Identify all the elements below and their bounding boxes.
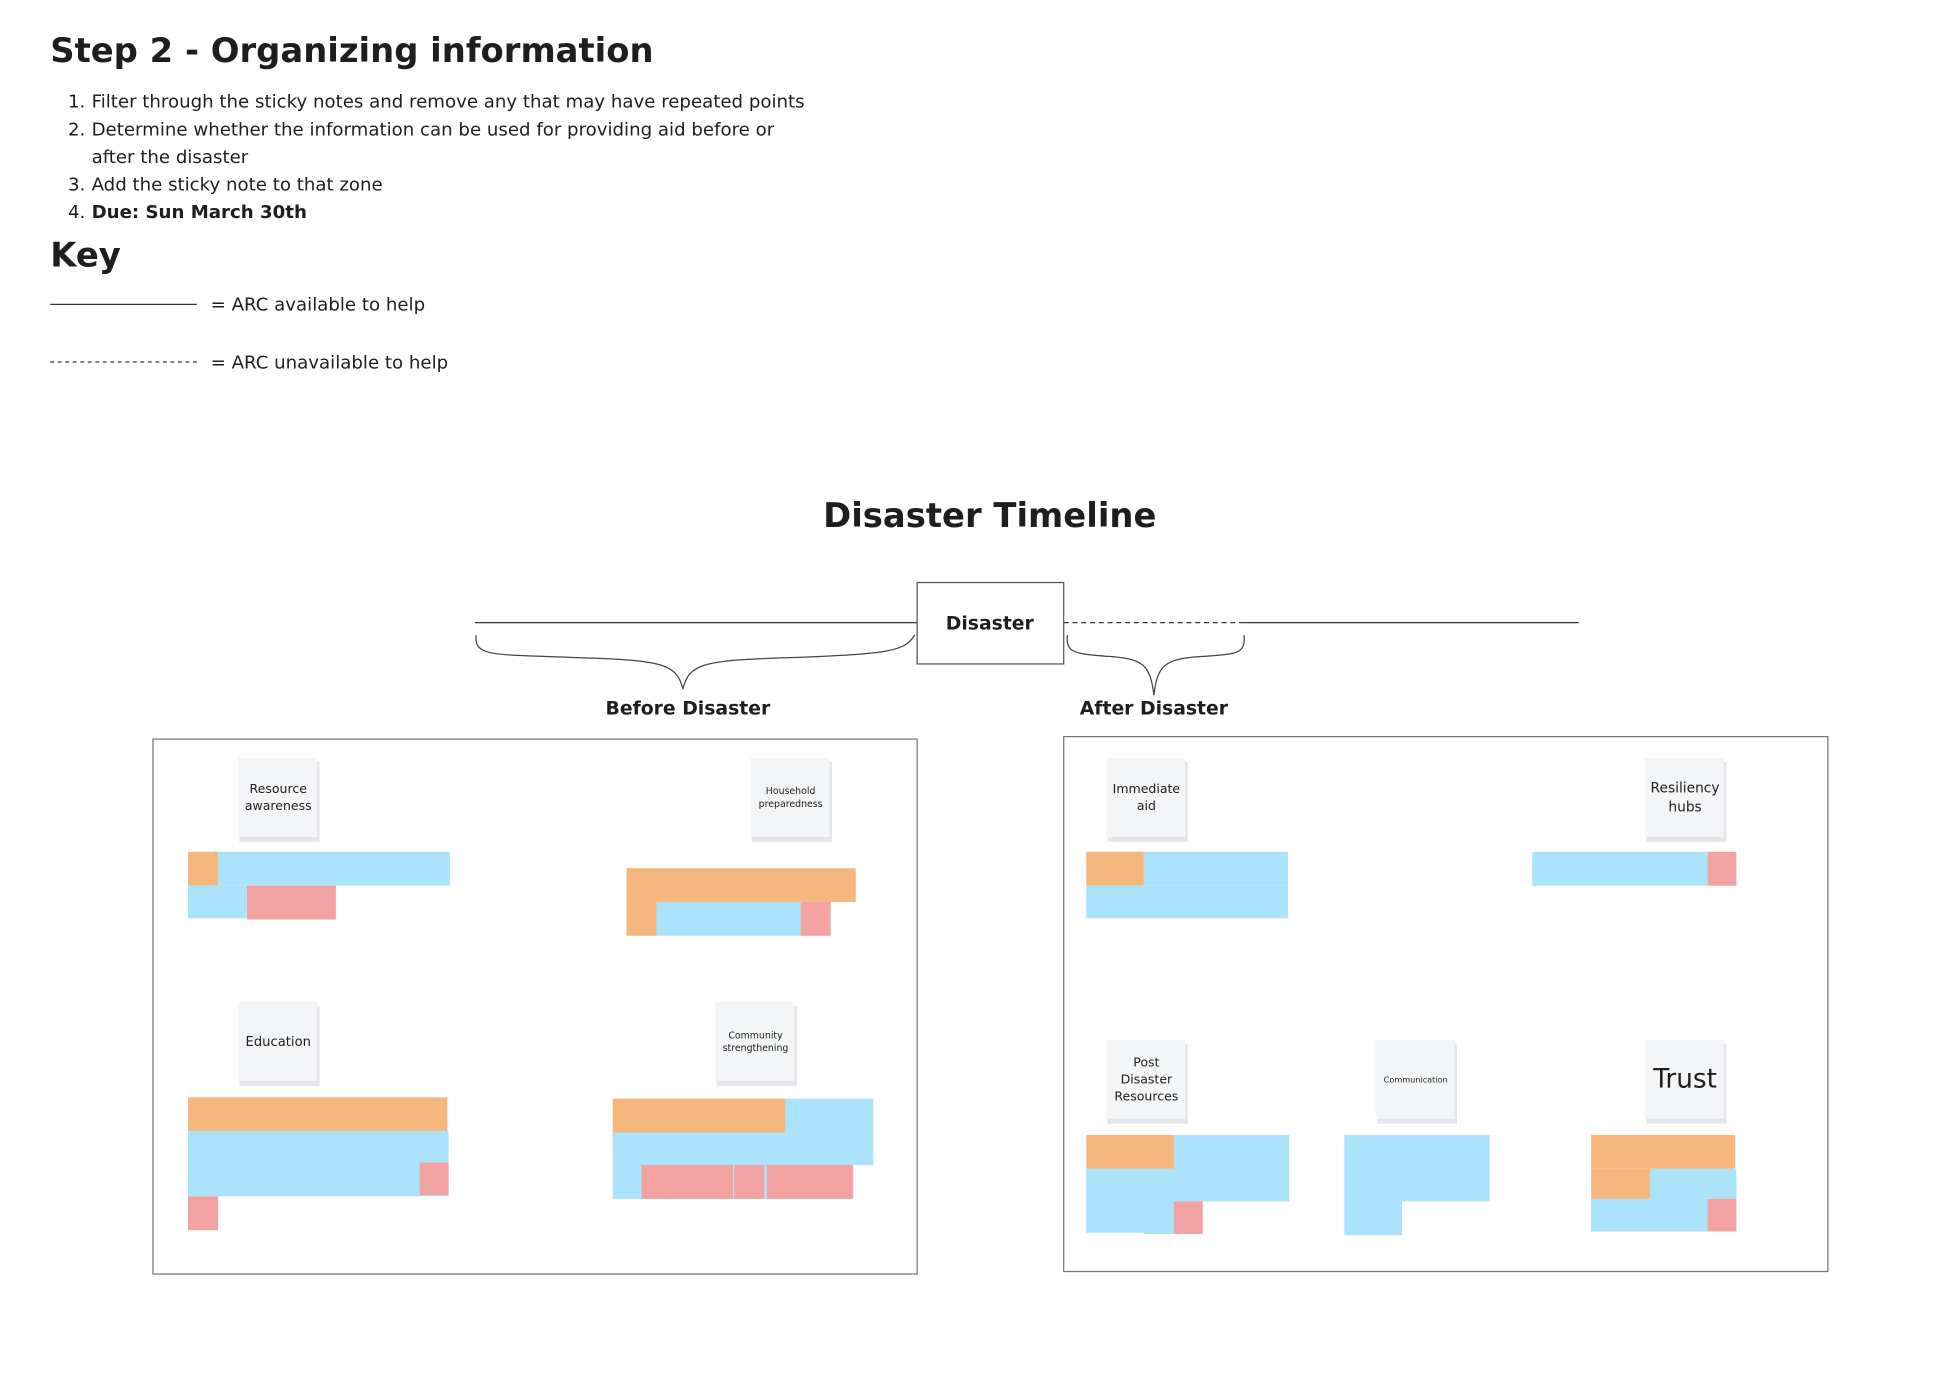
sticky [1649, 1168, 1737, 1199]
step-number: 4. [68, 202, 85, 223]
sticky-note [238, 757, 318, 837]
sticky [1344, 1134, 1490, 1202]
sticky [188, 1196, 219, 1231]
sticky-note [1375, 1039, 1455, 1119]
brace [475, 634, 916, 690]
sticky [612, 1098, 786, 1133]
sticky-note [715, 1002, 795, 1082]
sticky [1143, 851, 1288, 886]
zone-frame [152, 738, 918, 1275]
sticky [1086, 1134, 1174, 1169]
sticky [1707, 851, 1737, 886]
sticky [626, 868, 856, 902]
zone-label: Before Disaster [606, 699, 771, 720]
sticky [1591, 1198, 1708, 1232]
note-label: aid [1137, 798, 1156, 813]
sticky [1143, 1201, 1174, 1234]
step-number: 2. [68, 119, 85, 140]
step-text: after the disaster [92, 147, 249, 168]
note-label: Resiliency [1651, 781, 1720, 797]
steps: 1. Filter through the sticky notes and re… [68, 92, 805, 223]
step-text: Filter through the sticky notes and remo… [92, 92, 805, 113]
note-label: hubs [1668, 799, 1701, 815]
note-label: Household [766, 786, 816, 797]
note-label: Resources [1114, 1088, 1178, 1103]
sticky [188, 851, 219, 886]
note-label: Disaster [1121, 1071, 1173, 1086]
sticky-note [1644, 757, 1724, 837]
timeline-title: Disaster Timeline [823, 496, 1156, 535]
sticky [1344, 1201, 1402, 1236]
brace [1066, 635, 1245, 696]
sticky [766, 1165, 854, 1199]
sticky-note [1106, 1039, 1186, 1119]
key-item: = ARC unavailable to help [211, 352, 449, 373]
sticky [188, 885, 247, 919]
sticky-note [238, 1002, 318, 1082]
note-label: Education [246, 1035, 311, 1050]
note-label: awareness [245, 798, 312, 813]
sticky [188, 1131, 449, 1197]
sticky [656, 901, 801, 936]
event-box [916, 581, 1065, 665]
note-label: preparedness [759, 799, 823, 810]
sticky [1707, 1198, 1737, 1232]
sticky-note [750, 757, 830, 837]
step-text: Due: Sun March 30th [92, 202, 307, 223]
sticky [626, 901, 657, 936]
sticky [188, 1097, 448, 1132]
zone-frame [1063, 735, 1829, 1273]
sticky [246, 885, 336, 920]
step-text: Add the sticky note to that zone [92, 174, 383, 195]
step-number: 1. [68, 92, 85, 113]
sticky [1086, 885, 1288, 919]
key-item: = ARC available to help [211, 295, 426, 316]
note-label: Trust [1652, 1064, 1717, 1094]
sticky [1086, 851, 1144, 886]
sticky [419, 1162, 449, 1196]
sticky [800, 901, 831, 936]
sticky [785, 1098, 874, 1166]
step-text: Determine whether the information can be… [92, 119, 775, 140]
note-label: Communication [1384, 1074, 1448, 1084]
note-label: Immediate [1113, 781, 1181, 796]
sticky [734, 1165, 765, 1199]
sticky [218, 851, 450, 886]
note-label: Post [1133, 1054, 1159, 1069]
sticky-note [1106, 757, 1186, 837]
note-label: Community [728, 1030, 783, 1041]
sticky [1173, 1201, 1203, 1234]
title: Step 2 - Organizing information [50, 31, 653, 70]
note-label: Resource [250, 781, 308, 796]
sticky [1173, 1134, 1290, 1202]
note-label: strengthening [723, 1043, 789, 1054]
sticky [1591, 1168, 1650, 1199]
step-number: 3. [68, 174, 85, 195]
sticky-note [1644, 1039, 1724, 1119]
sticky [641, 1165, 733, 1199]
zone-label: After Disaster [1080, 699, 1229, 720]
sticky-cluster [188, 851, 1737, 1236]
sticky [1532, 851, 1708, 886]
key-title: Key [50, 235, 121, 274]
notes: Resource awareness Household preparedness Ed… [238, 757, 1727, 1124]
sticky [1591, 1134, 1736, 1169]
event-label: Disaster [946, 613, 1035, 634]
